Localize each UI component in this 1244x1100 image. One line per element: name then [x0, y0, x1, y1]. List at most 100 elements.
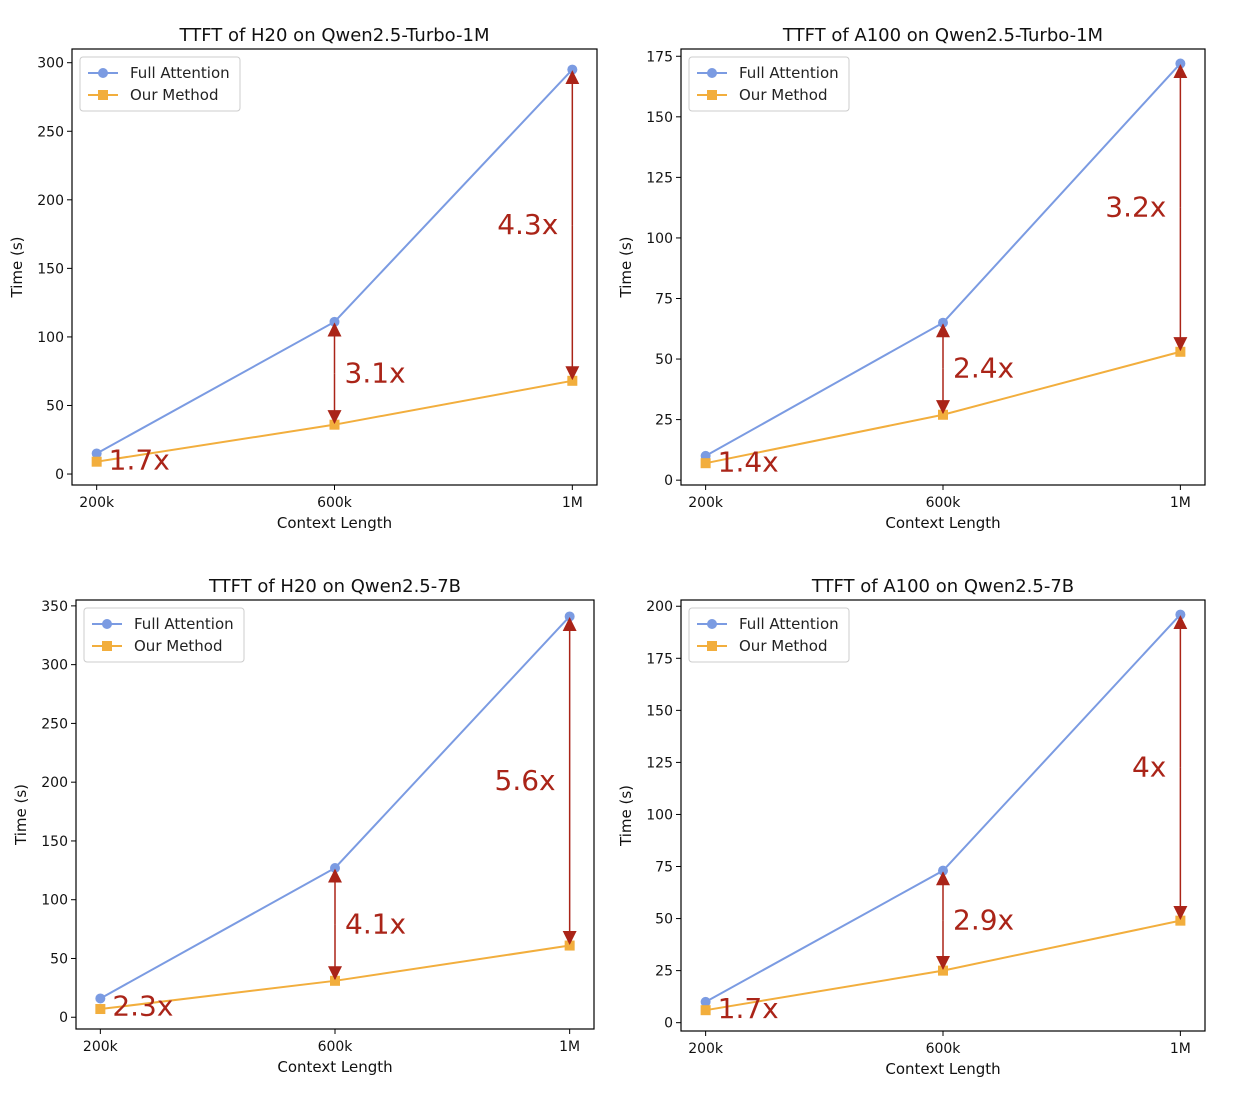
y-tick-label: 0 — [664, 473, 673, 489]
legend-marker — [707, 641, 717, 651]
y-axis-label: Time (s) — [617, 237, 635, 299]
data-point — [91, 448, 102, 459]
legend — [83, 607, 245, 663]
legend-marker — [707, 68, 717, 78]
x-tick-label: 200k — [688, 495, 724, 511]
x-tick-label: 200k — [79, 495, 115, 511]
legend-marker — [98, 90, 108, 100]
y-tick-label: 0 — [55, 467, 64, 483]
y-tick-label: 100 — [646, 231, 673, 247]
y-tick-label: 125 — [646, 170, 673, 186]
legend-marker — [102, 619, 112, 629]
legend — [688, 607, 850, 663]
speedup-label: 4.1x — [345, 907, 406, 940]
y-axis-label: Time (s) — [617, 785, 635, 847]
x-tick-label: 1M — [562, 495, 583, 511]
chart-3: TTFT of H20 on Qwen2.5-7B 0 50 100 150 200 250… — [12, 576, 595, 1076]
x-tick-label: 600k — [318, 1039, 354, 1055]
y-tick-label: 250 — [41, 716, 68, 732]
chart-title: TTFT of H20 on Qwen2.5-7B — [208, 576, 461, 597]
data-point — [95, 993, 106, 1004]
x-tick-label: 600k — [317, 495, 353, 511]
data-point — [938, 965, 948, 976]
y-tick-label: 150 — [41, 834, 68, 850]
y-tick-label: 50 — [50, 951, 68, 967]
speedup-label: 4.3x — [497, 208, 558, 241]
legend-label: Full Attention — [134, 615, 234, 633]
legend — [79, 56, 241, 112]
data-point — [700, 1005, 711, 1016]
x-tick-label: 600k — [926, 495, 962, 511]
y-tick-label: 175 — [646, 49, 673, 65]
y-axis-label: Time (s) — [8, 237, 26, 299]
speedup-label: 1.7x — [109, 444, 170, 477]
chart-title: TTFT of A100 on Qwen2.5-Turbo-1M — [782, 25, 1103, 46]
data-point — [700, 996, 711, 1007]
speedup-label: 4x — [1132, 751, 1166, 784]
y-tick-label: 200 — [646, 599, 673, 615]
speedup-label: 1.7x — [718, 992, 779, 1025]
y-tick-label: 125 — [646, 755, 673, 771]
data-point — [938, 409, 948, 420]
x-tick-label: 1M — [1170, 1041, 1191, 1057]
y-tick-label: 100 — [37, 330, 64, 346]
legend-marker — [102, 641, 112, 651]
chart-1: TTFT of H20 on Qwen2.5-Turbo-1M 0 50 100 150… — [8, 25, 598, 532]
y-tick-label: 75 — [655, 291, 673, 307]
y-tick-label: 50 — [655, 912, 673, 928]
speedup-label: 2.9x — [953, 904, 1014, 937]
y-tick-label: 75 — [655, 860, 673, 876]
x-axis-label: Context Length — [277, 514, 392, 532]
y-axis-label: Time (s) — [12, 784, 30, 846]
x-tick-label: 600k — [926, 1041, 962, 1057]
y-tick-label: 50 — [46, 398, 64, 414]
y-tick-label: 50 — [655, 352, 673, 368]
chart-title: TTFT of H20 on Qwen2.5-Turbo-1M — [179, 25, 490, 46]
legend-label: Our Method — [739, 637, 828, 655]
data-point — [95, 1004, 106, 1015]
y-tick-label: 25 — [655, 964, 673, 980]
data-point — [91, 456, 102, 467]
legend-label: Full Attention — [739, 64, 839, 82]
data-point — [329, 419, 340, 430]
x-tick-label: 1M — [1170, 495, 1191, 511]
speedup-label: 3.1x — [345, 356, 406, 389]
data-point — [567, 375, 578, 386]
legend-label: Our Method — [130, 86, 219, 104]
y-tick-label: 100 — [41, 893, 68, 909]
speedup-label: 2.3x — [112, 990, 173, 1023]
data-point — [700, 458, 711, 469]
data-point — [1175, 915, 1186, 926]
speedup-label: 3.2x — [1105, 191, 1166, 224]
chart-2: TTFT of A100 on Qwen2.5-Turbo-1M 0 25 50 75 1… — [617, 25, 1206, 532]
y-tick-label: 100 — [646, 807, 673, 823]
x-axis-label: Context Length — [885, 1060, 1000, 1078]
speedup-label: 2.4x — [953, 352, 1014, 385]
x-axis-label: Context Length — [885, 514, 1000, 532]
y-tick-label: 150 — [646, 110, 673, 126]
x-tick-label: 200k — [688, 1041, 724, 1057]
legend-label: Our Method — [739, 86, 828, 104]
y-tick-label: 150 — [37, 261, 64, 277]
legend-marker — [707, 90, 717, 100]
speedup-label: 1.4x — [718, 446, 779, 479]
x-tick-label: 1M — [559, 1039, 580, 1055]
y-tick-label: 350 — [41, 599, 68, 615]
data-point — [1175, 346, 1186, 357]
x-tick-label: 200k — [83, 1039, 119, 1055]
legend-label: Full Attention — [739, 615, 839, 633]
legend-label: Our Method — [134, 637, 223, 655]
y-tick-label: 25 — [655, 413, 673, 429]
y-tick-label: 0 — [664, 1016, 673, 1032]
y-tick-label: 200 — [41, 775, 68, 791]
y-tick-label: 300 — [37, 56, 64, 72]
y-tick-label: 0 — [59, 1010, 68, 1026]
legend-marker — [98, 68, 108, 78]
chart-4: TTFT of A100 on Qwen2.5-7B 0 25 50 75 100 125 1… — [617, 576, 1206, 1078]
y-tick-label: 150 — [646, 703, 673, 719]
legend-marker — [707, 619, 717, 629]
legend-label: Full Attention — [130, 64, 230, 82]
speedup-label: 5.6x — [495, 764, 556, 797]
y-tick-label: 200 — [37, 193, 64, 209]
